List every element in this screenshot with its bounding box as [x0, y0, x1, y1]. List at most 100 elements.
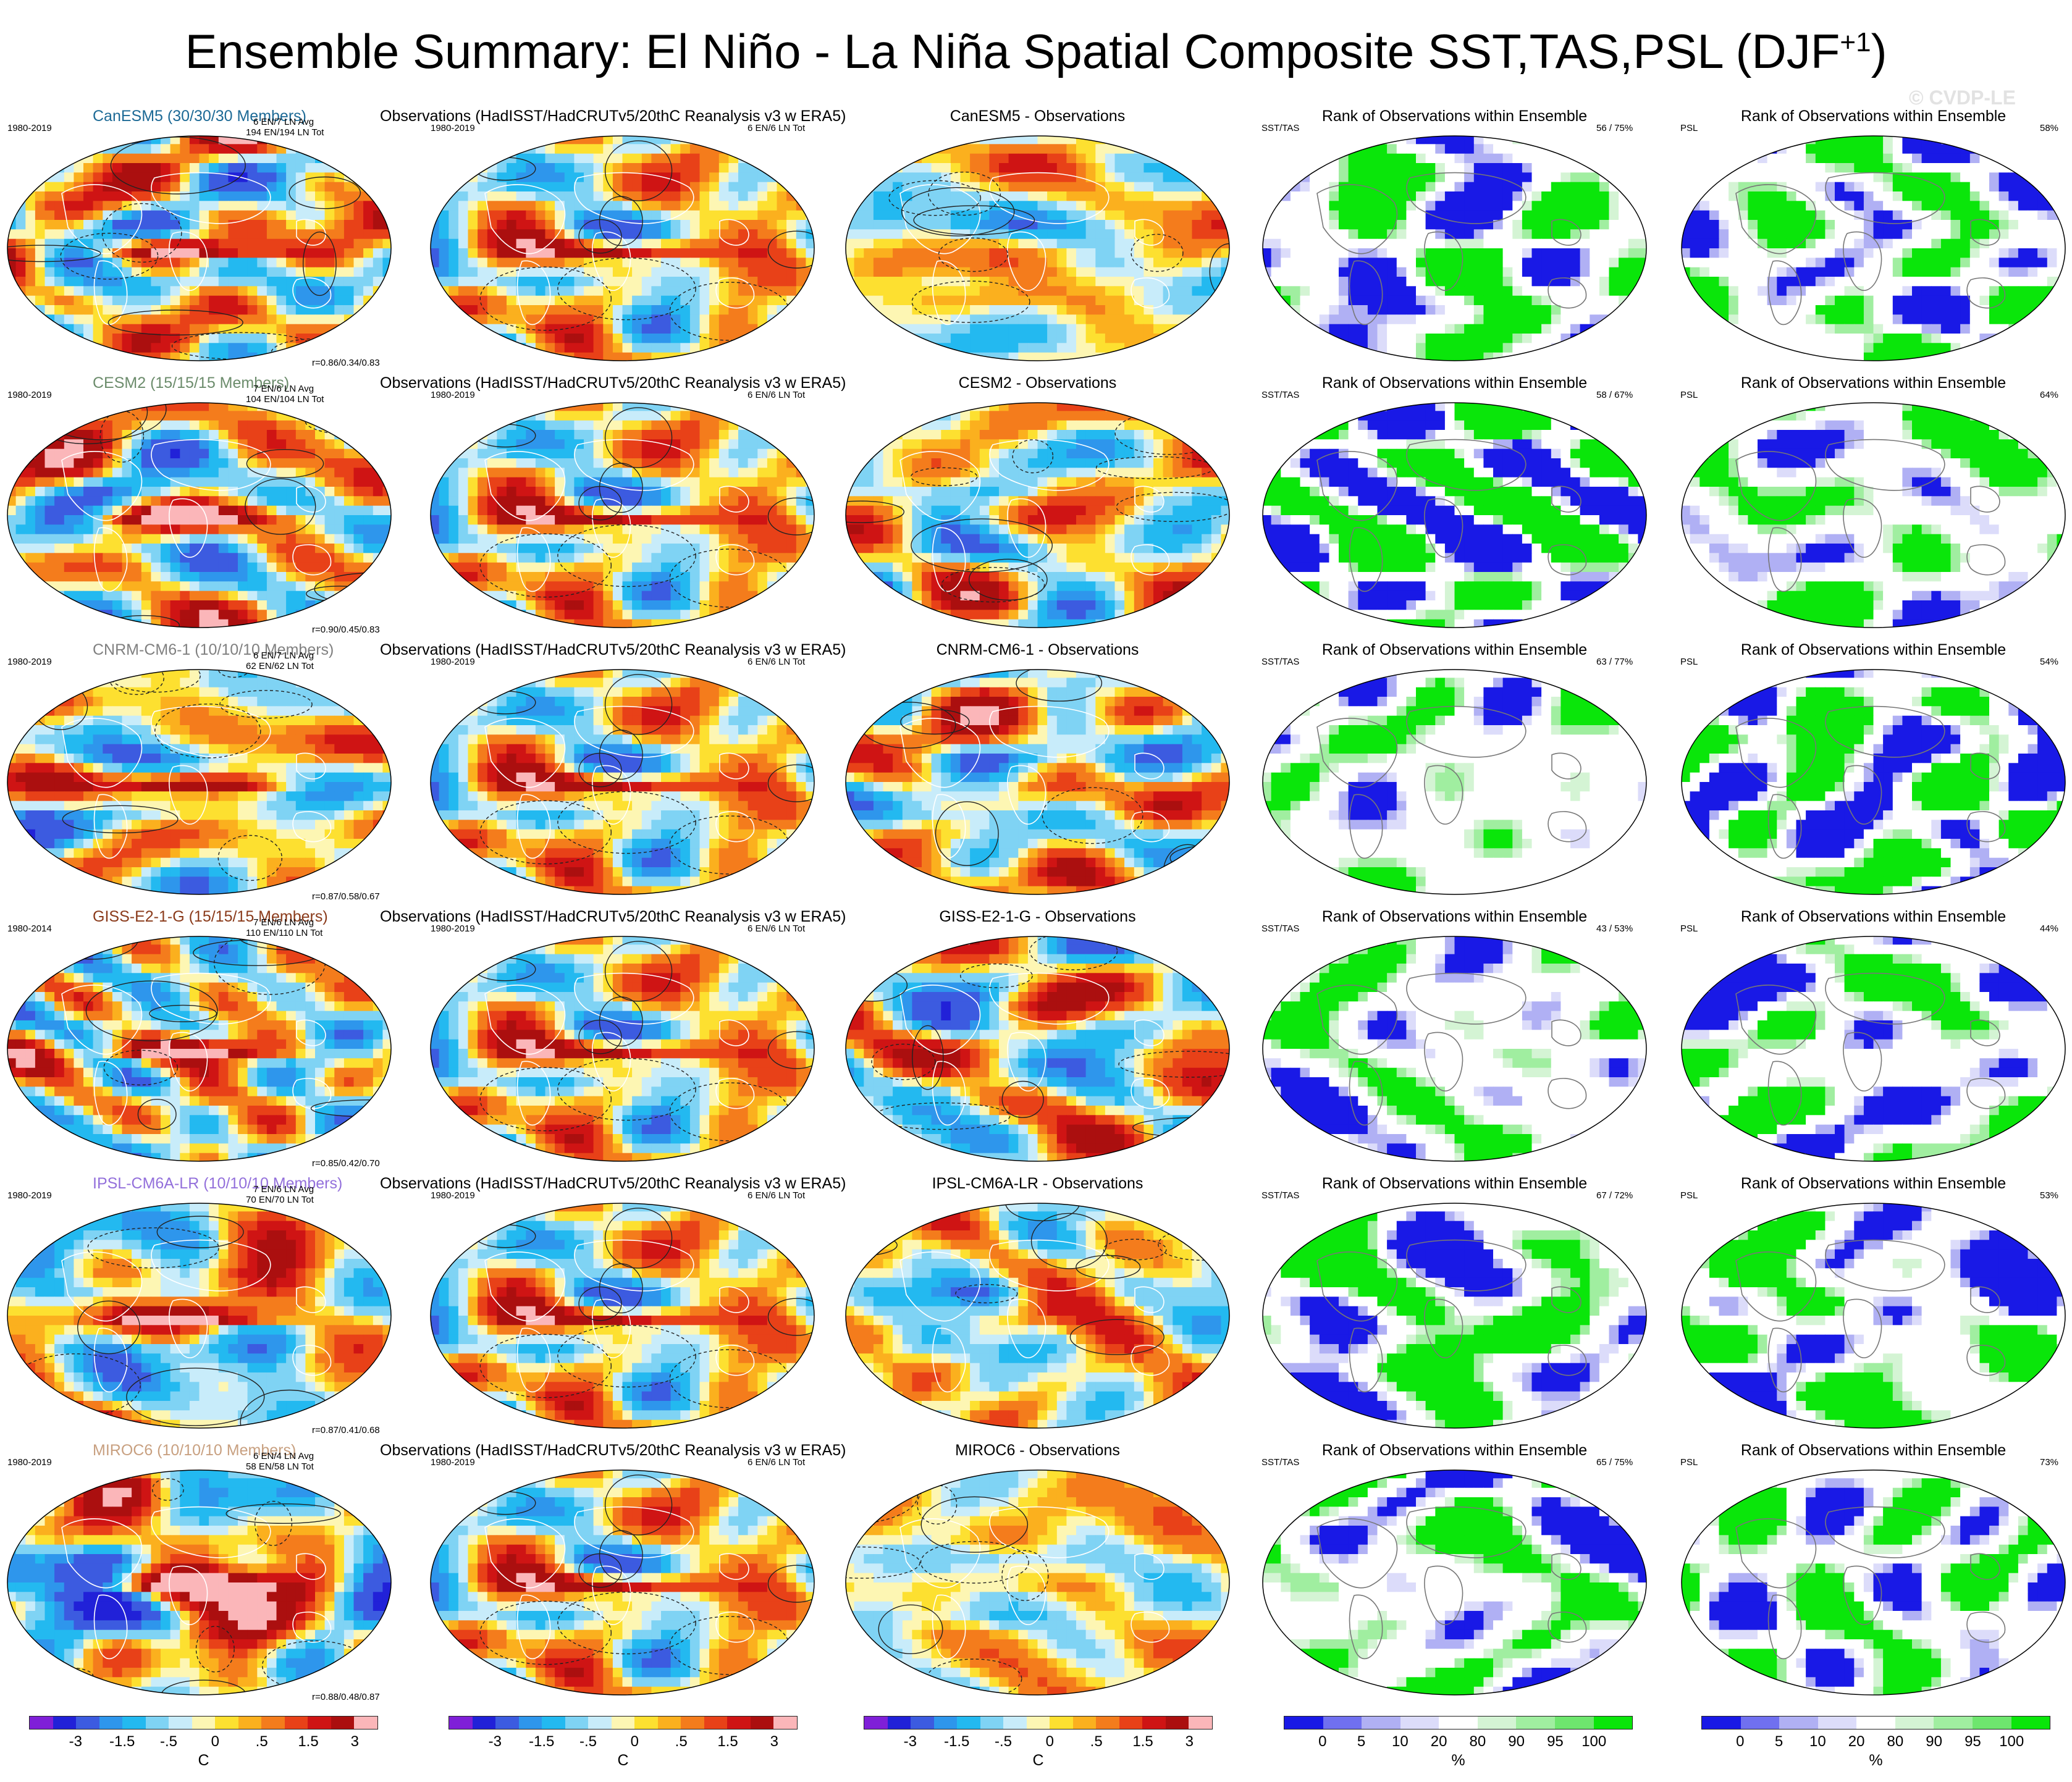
model-composite-map-GISS-E2-1-G	[7, 936, 392, 1162]
model-counts-avg: 6 EN/4 LN Avg	[253, 1452, 314, 1461]
model-composite-map-CESM2	[7, 402, 392, 628]
colorbar-tick-label: 5	[1775, 1733, 1783, 1750]
colorbar-tick-label: -3	[489, 1733, 502, 1750]
colorbar-tick-label: 0	[631, 1733, 639, 1750]
rank-sst-tag: SST/TAS	[1261, 1458, 1299, 1467]
rank-psl-value: 53%	[2040, 1191, 2058, 1200]
colorbar-swatch	[887, 1717, 911, 1729]
colorbar-swatch	[911, 1717, 934, 1729]
colorbar-swatch	[1119, 1717, 1143, 1729]
colorbar-swatch	[957, 1717, 980, 1729]
colorbar-swatch	[1400, 1717, 1439, 1729]
pattern-correlation: r=0.90/0.45/0.83	[312, 625, 380, 634]
colorbar-tick-label: .5	[256, 1733, 268, 1750]
colorbar-swatch	[1142, 1717, 1166, 1729]
colorbar-tick-label: -.5	[579, 1733, 597, 1750]
rank-sst-tag: SST/TAS	[1261, 390, 1299, 400]
temperature-colorbar-0	[29, 1716, 378, 1729]
rank-psl-map-IPSL-CM6A-LR	[1681, 1203, 2066, 1429]
obs-period: 1980-2019	[431, 924, 475, 933]
rank-psl-title: Rank of Observations within Ensemble	[1680, 376, 2066, 391]
colorbar-swatch	[1856, 1717, 1895, 1729]
obs-title: Observations (HadISST/HadCRUTv5/20thC Re…	[380, 1176, 846, 1192]
model-title: CESM2 (15/15/15 Members)	[93, 376, 289, 391]
rank-psl-title: Rank of Observations within Ensemble	[1680, 642, 2066, 658]
obs-title: Observations (HadISST/HadCRUTv5/20thC Re…	[380, 642, 846, 658]
colorbar-swatch	[1740, 1717, 1780, 1729]
colorbar-tick-label: .5	[1090, 1733, 1103, 1750]
colorbar-swatch	[933, 1717, 958, 1729]
colorbar-swatch	[1702, 1717, 1741, 1729]
model-composite-map-CanESM5	[7, 135, 392, 361]
colorbar-tick-label: 0	[1046, 1733, 1054, 1750]
colorbar-swatch	[657, 1717, 681, 1729]
colorbar-swatch	[354, 1717, 377, 1729]
rank-sst-value: 43 / 53%	[1596, 924, 1633, 933]
rank-psl-map-CanESM5	[1681, 135, 2066, 361]
colorbar-swatch	[1779, 1717, 1818, 1729]
colorbar-swatch	[53, 1717, 77, 1729]
colorbar-tick-label: 100	[1999, 1733, 2024, 1750]
colorbar-swatch	[1050, 1717, 1073, 1729]
rank-sst-title: Rank of Observations within Ensemble	[1261, 1176, 1648, 1192]
colorbar-swatch	[1072, 1717, 1097, 1729]
colorbar-swatch	[518, 1717, 542, 1729]
model-composite-map-MIROC6	[7, 1469, 392, 1696]
model-counts-avg: 6 EN/7 LN Avg	[253, 651, 314, 660]
colorbar-swatch	[1026, 1717, 1050, 1729]
rank-psl-title: Rank of Observations within Ensemble	[1680, 109, 2066, 124]
model-title: MIROC6 (10/10/10 Members)	[93, 1443, 296, 1458]
colorbar-tick-label: 3	[770, 1733, 778, 1750]
colorbar-swatch	[2011, 1717, 2050, 1729]
colorbar-tick-label: -1.5	[109, 1733, 135, 1750]
colorbar-swatch	[145, 1717, 169, 1729]
colorbar-unit: C	[198, 1752, 209, 1770]
model-counts-tot: 104 EN/104 LN Tot	[246, 395, 324, 404]
obs-counts: 6 EN/6 LN Tot	[748, 657, 805, 666]
colorbar-tick-label: .5	[675, 1733, 688, 1750]
colorbar-tick-label: -1.5	[944, 1733, 969, 1750]
colorbar-swatch	[1096, 1717, 1119, 1729]
colorbar-tick-label: 0	[211, 1733, 219, 1750]
colorbar-tick-label: 80	[1887, 1733, 1904, 1750]
colorbar-tick-label: 0	[1318, 1733, 1326, 1750]
colorbar-tick-label: 10	[1809, 1733, 1826, 1750]
obs-composite-map-4	[430, 1203, 815, 1429]
rank-psl-tag: PSL	[1680, 390, 1698, 400]
colorbar-swatch	[1284, 1717, 1323, 1729]
colorbar-swatch	[1554, 1717, 1594, 1729]
rank-psl-tag: PSL	[1680, 1458, 1698, 1467]
obs-title: Observations (HadISST/HadCRUTv5/20thC Re…	[380, 1443, 846, 1458]
rank-psl-map-MIROC6	[1681, 1469, 2066, 1696]
model-composite-map-IPSL-CM6A-LR	[7, 1203, 392, 1429]
colorbar-tick-label: 90	[1508, 1733, 1525, 1750]
pattern-correlation: r=0.85/0.42/0.70	[312, 1159, 380, 1168]
rank-psl-map-CESM2	[1681, 402, 2066, 628]
rank-sst-map-CNRM-CM6-1	[1262, 669, 1647, 895]
rank-psl-value: 64%	[2040, 390, 2058, 400]
model-composite-map-CNRM-CM6-1	[7, 669, 392, 895]
colorbar-tick-label: 0	[1736, 1733, 1744, 1750]
model-period: 1980-2019	[7, 1458, 52, 1467]
colorbar-tick-label: 100	[1581, 1733, 1606, 1750]
model-title: CNRM-CM6-1 (10/10/10 Members)	[93, 642, 334, 658]
obs-composite-map-3	[430, 936, 815, 1162]
colorbar-tick-label: -1.5	[529, 1733, 554, 1750]
colorbar-swatch	[238, 1717, 262, 1729]
obs-composite-map-2	[430, 669, 815, 895]
difference-map-CanESM5	[845, 135, 1230, 361]
rank-sst-map-CESM2	[1262, 402, 1647, 628]
obs-composite-map-1	[430, 402, 815, 628]
difference-title: CNRM-CM6-1 - Observations	[844, 642, 1231, 658]
difference-map-CESM2	[845, 402, 1230, 628]
obs-period: 1980-2019	[431, 1458, 475, 1467]
model-counts-tot: 110 EN/110 LN Tot	[246, 928, 322, 938]
obs-counts: 6 EN/6 LN Tot	[748, 924, 805, 933]
colorbar-swatch	[30, 1717, 53, 1729]
colorbar-tick-label: 1.5	[717, 1733, 738, 1750]
rank-sst-map-IPSL-CM6A-LR	[1262, 1203, 1647, 1429]
colorbar-swatch	[76, 1717, 99, 1729]
rank-sst-title: Rank of Observations within Ensemble	[1261, 376, 1648, 391]
colorbar-swatch	[99, 1717, 123, 1729]
